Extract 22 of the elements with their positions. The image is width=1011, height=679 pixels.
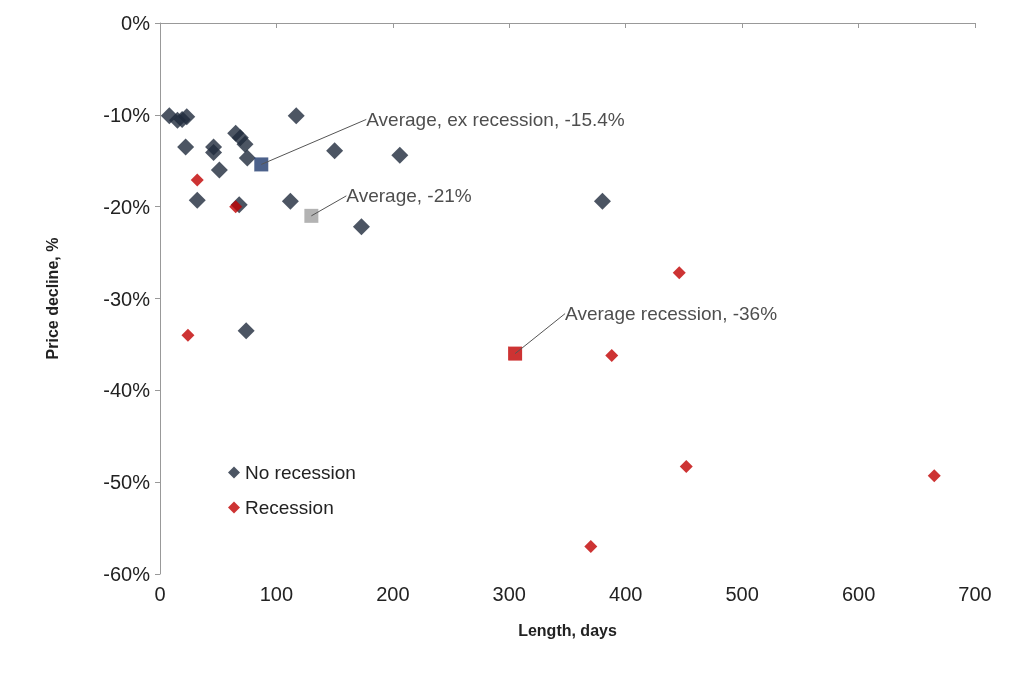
legend-label: Recession [245,497,334,518]
legend-label: No recession [245,462,356,483]
annotation: Average recession, -36% [565,303,778,325]
y-tick-label: -20% [103,195,151,218]
x-tick-label: 600 [841,583,876,605]
y-tick-label: -30% [103,287,151,310]
y-axis-title: Price decline, % [43,237,61,360]
y-tick-label: -10% [103,103,151,126]
annotation: Average, ex recession, -15.4% [366,108,625,130]
x-tick-label: 400 [609,583,643,605]
x-tick-label: 700 [958,583,992,605]
y-tick-label: -40% [103,379,151,402]
y-tick-label: -60% [103,563,151,585]
y-tick-label: -50% [103,471,151,494]
x-tick-label: 300 [492,583,526,605]
x-tick-label: 500 [725,583,759,605]
y-tick-label: 0% [121,12,151,34]
x-tick-label: 200 [376,583,410,605]
x-axis-title: Length, days [518,621,617,639]
annotation: Average, -21% [346,185,472,207]
x-tick-label: 100 [259,583,294,605]
x-tick-label: 0 [154,583,166,605]
